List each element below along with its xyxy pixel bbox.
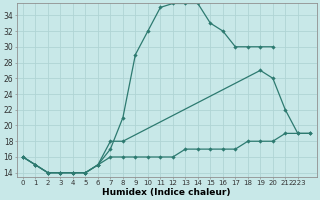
X-axis label: Humidex (Indice chaleur): Humidex (Indice chaleur): [102, 188, 231, 197]
